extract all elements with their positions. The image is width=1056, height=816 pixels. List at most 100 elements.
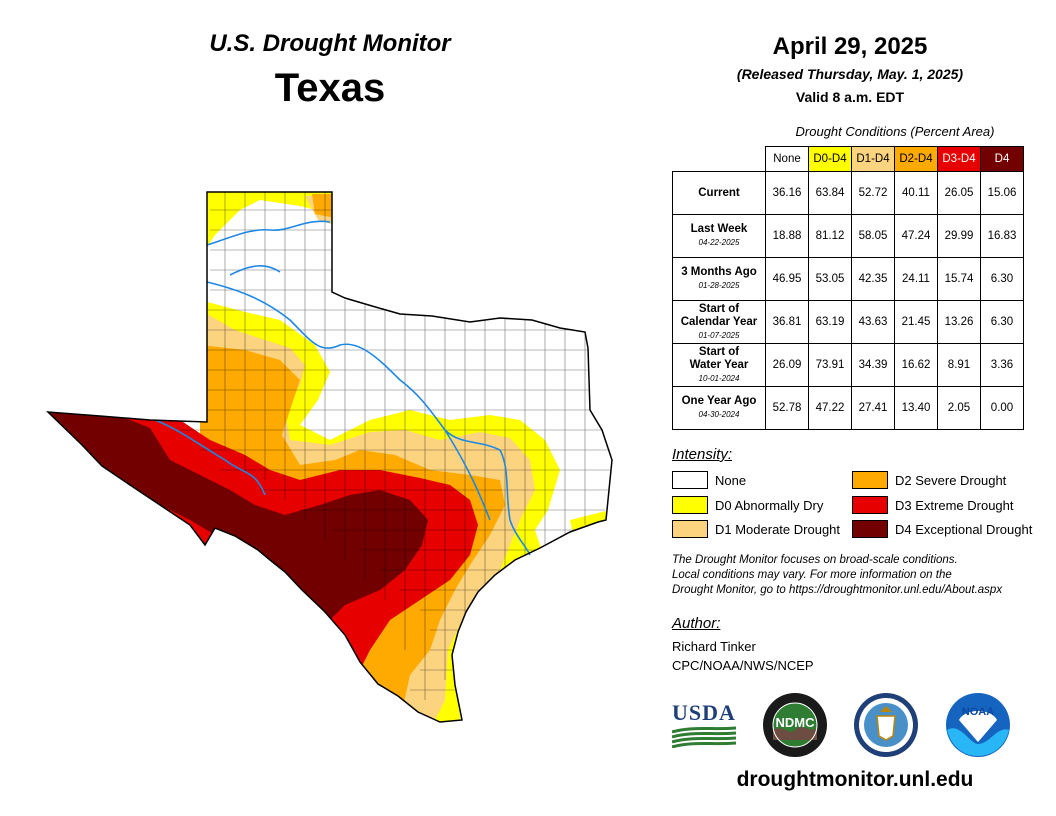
col-d1-d4: D1-D4 (851, 146, 895, 172)
note-line: The Drought Monitor focuses on broad-sca… (672, 554, 958, 566)
table-cell: 16.62 (894, 343, 938, 387)
row-date: 01-28-2025 (698, 281, 740, 290)
river (499, 449, 531, 556)
commerce-seal-icon (854, 693, 918, 757)
ndmc-logo: NDMC (762, 692, 828, 758)
author-org: CPC/NOAA/NWS/NCEP (672, 658, 814, 673)
table-cell: 24.11 (894, 257, 938, 301)
d0-region (200, 192, 335, 250)
river (444, 429, 491, 521)
product-title: U.S. Drought Monitor (209, 30, 451, 57)
col-d4: D4 (980, 146, 1024, 172)
table-cell: 47.24 (894, 214, 938, 258)
table-cell: 36.16 (765, 171, 809, 215)
row-date: 10-01-2024 (698, 373, 740, 383)
row-label-text: Last Week (690, 223, 748, 235)
note-line: Drought Monitor, go to https://droughtmo… (672, 584, 1003, 596)
river (154, 419, 266, 496)
legend-label: D2 Severe Drought (895, 472, 1007, 488)
row-label-text: Calendar Year (680, 315, 758, 328)
legend-item-d1: D1 Moderate Drought (672, 520, 840, 538)
noaa-logo: NOAA (945, 692, 1011, 758)
legend-label: None (715, 472, 747, 488)
col-d3-d4: D3-D4 (937, 146, 981, 172)
legend-item-d3: D3 Extreme Drought (852, 496, 1014, 514)
legend-swatch (672, 471, 708, 489)
county-lines (224, 192, 586, 700)
table-cell: 8.91 (937, 343, 981, 387)
row-label: Start of Water Year 10-01-2024 (672, 343, 766, 387)
table-cell: 0.00 (980, 386, 1024, 430)
table-cell: 63.19 (808, 300, 852, 344)
table-cell: 15.06 (980, 171, 1024, 215)
table-cell: 16.83 (980, 214, 1024, 258)
valid-time: Valid 8 a.m. EDT (795, 89, 905, 105)
table-cell: 27.41 (851, 386, 895, 430)
legend-item-d2: D2 Severe Drought (852, 471, 1006, 489)
river (206, 281, 501, 451)
legend-swatch (852, 496, 888, 514)
table-cell: 15.74 (937, 257, 981, 301)
legend-swatch (672, 520, 708, 538)
row-label-text: One Year Ago (681, 395, 757, 407)
table-corner (673, 147, 766, 172)
row-label: Start of Calendar Year 01-07-2025 (672, 300, 766, 344)
row-label: 3 Months Ago 01-28-2025 (672, 257, 766, 301)
table-header-row: None D0-D4 D1-D4 D2-D4 D3-D4 D4 (673, 146, 1024, 172)
texas-drought-map (45, 191, 613, 723)
row-label: Current (672, 171, 766, 215)
row-label: Last Week 04-22-2025 (672, 214, 766, 258)
row-label-text: Start of (698, 345, 740, 358)
noaa-logo-text: NOAA (961, 706, 995, 718)
col-d0-d4: D0-D4 (808, 146, 852, 172)
map-date: April 29, 2025 (772, 33, 928, 60)
table-cell: 34.39 (851, 343, 895, 387)
note-line: Local conditions may vary. For more info… (672, 569, 952, 581)
table-cell: 73.91 (808, 343, 852, 387)
table-row: Start of Calendar Year 01-07-2025 36.81 63.1… (672, 300, 1024, 344)
table-cell: 53.05 (808, 257, 852, 301)
table-cell: 21.45 (894, 300, 938, 344)
usda-hills-icon (671, 726, 737, 749)
noaa-seal-icon (946, 693, 1010, 757)
texas-outline (45, 191, 613, 723)
disclaimer-note: The Drought Monitor focuses on broad-sca… (672, 553, 1042, 598)
legend-label: D4 Exceptional Drought (895, 521, 1033, 537)
row-date: 01-07-2025 (698, 330, 740, 340)
table-cell: 63.84 (808, 171, 852, 215)
river (229, 265, 281, 276)
table-row: One Year Ago 04-30-2024 52.78 47.22 27.41 13.… (672, 386, 1024, 430)
table-row: Start of Water Year 10-01-2024 26.09 73.91 34… (672, 343, 1024, 387)
table-cell: 13.40 (894, 386, 938, 430)
legend-label: D3 Extreme Drought (895, 497, 1014, 513)
table-cell: 2.05 (937, 386, 981, 430)
table-row: Current 36.16 63.84 52.72 40.11 26.05 15.06 (672, 171, 1024, 215)
d2-region (312, 194, 335, 218)
author-heading: Author: (672, 615, 721, 632)
table-cell: 18.88 (765, 214, 809, 258)
legend-title: Intensity: (672, 446, 733, 463)
d4-region (48, 405, 428, 620)
legend-item-none: None (672, 471, 746, 489)
table-cell: 26.05 (937, 171, 981, 215)
table-cell: 43.63 (851, 300, 895, 344)
row-label-text: 3 Months Ago (681, 266, 757, 278)
col-d2-d4: D2-D4 (894, 146, 938, 172)
table-cell: 6.30 (980, 257, 1024, 301)
table-cell: 46.95 (765, 257, 809, 301)
table-cell: 29.99 (937, 214, 981, 258)
region-title: Texas (274, 66, 386, 110)
table-cell: 40.11 (894, 171, 938, 215)
release-date: (Released Thursday, May. 1, 2025) (736, 66, 964, 82)
row-label-text: Current (698, 186, 740, 199)
website-link[interactable]: droughtmonitor.unl.edu (736, 768, 974, 791)
author-name: Richard Tinker (672, 639, 756, 654)
row-label-text: Start of (698, 302, 740, 315)
table-cell: 47.22 (808, 386, 852, 430)
table-cell: 26.09 (765, 343, 809, 387)
ndmc-logo-text: NDMC (775, 715, 815, 730)
table-cell: 52.72 (851, 171, 895, 215)
legend-item-d4: D4 Exceptional Drought (852, 520, 1032, 538)
col-none: None (765, 146, 809, 172)
legend-swatch (672, 496, 708, 514)
